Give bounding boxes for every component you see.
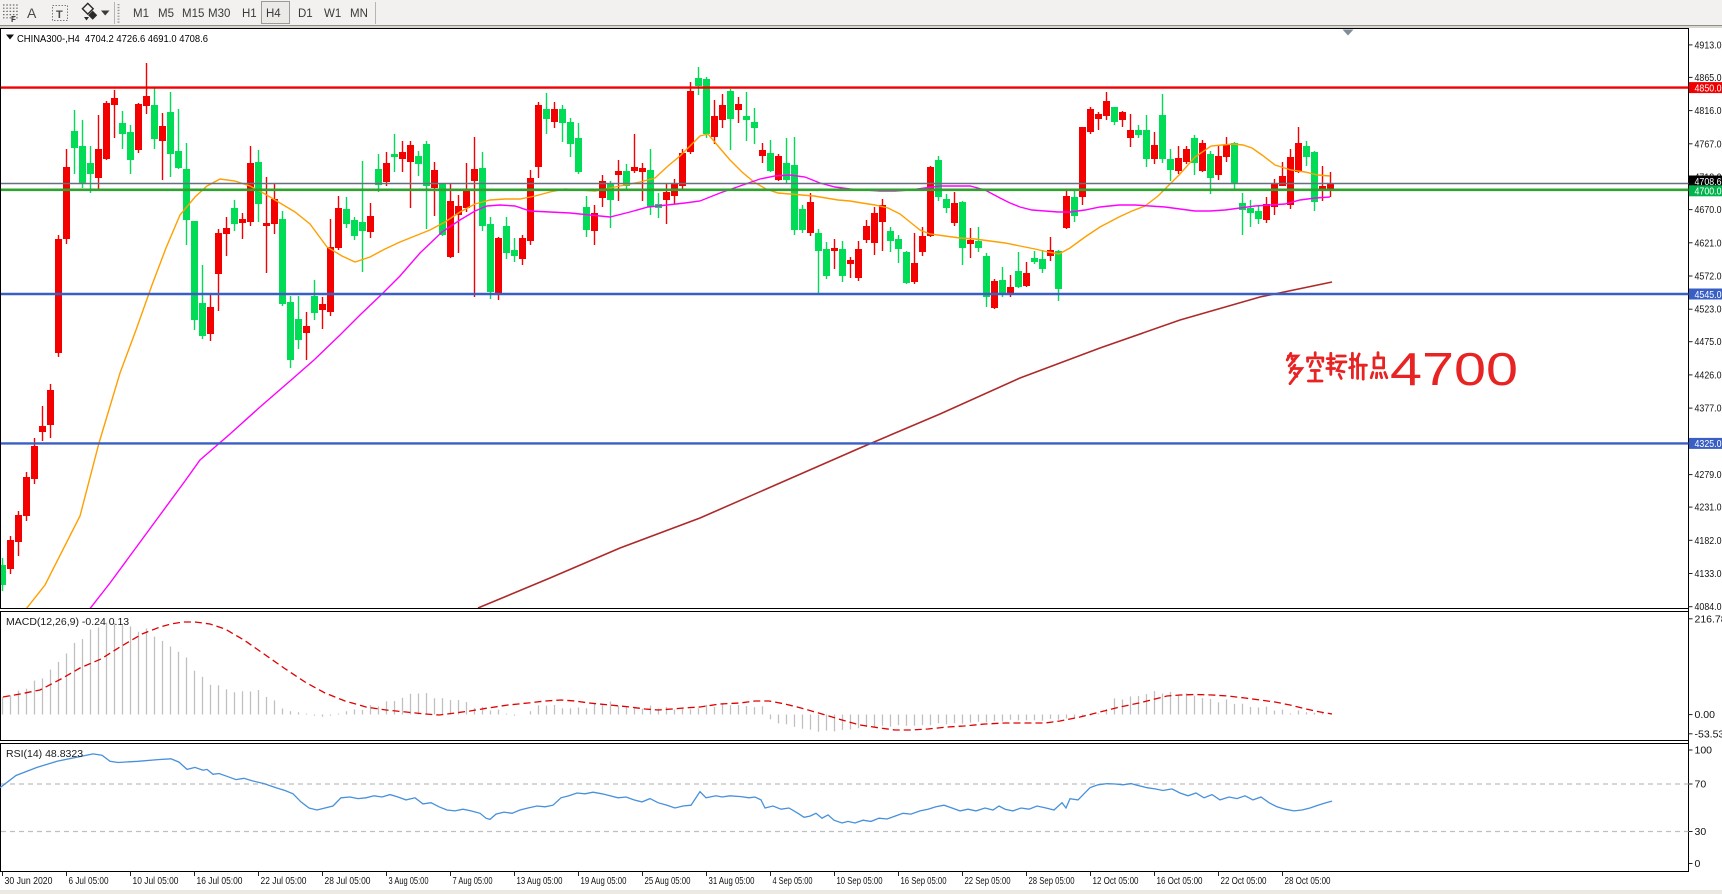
- svg-text:7 Aug 05:00: 7 Aug 05:00: [453, 875, 493, 887]
- svg-text:16 Sep 05:00: 16 Sep 05:00: [901, 875, 947, 887]
- svg-text:4913.0: 4913.0: [1695, 39, 1722, 51]
- svg-text:22 Oct 05:00: 22 Oct 05:00: [1221, 875, 1267, 887]
- svg-text:100: 100: [1695, 745, 1713, 757]
- svg-text:4279.0: 4279.0: [1695, 469, 1722, 481]
- svg-text:F: F: [11, 15, 16, 24]
- svg-text:216.78: 216.78: [1695, 613, 1722, 625]
- svg-text:16 Jul 05:00: 16 Jul 05:00: [197, 875, 243, 887]
- svg-text:12 Oct 05:00: 12 Oct 05:00: [1093, 875, 1139, 887]
- svg-text:25 Aug 05:00: 25 Aug 05:00: [645, 875, 691, 887]
- svg-text:0: 0: [1695, 858, 1701, 870]
- svg-text:30: 30: [1695, 826, 1707, 838]
- svg-text:D1: D1: [298, 8, 313, 20]
- svg-text:16 Oct 05:00: 16 Oct 05:00: [1157, 875, 1203, 887]
- svg-text:4865.0: 4865.0: [1695, 72, 1722, 84]
- svg-text:28 Jul 05:00: 28 Jul 05:00: [325, 875, 371, 887]
- svg-text:T: T: [56, 9, 63, 21]
- svg-text:22 Jul 05:00: 22 Jul 05:00: [261, 875, 307, 887]
- svg-text:H1: H1: [242, 8, 257, 20]
- svg-text:4133.0: 4133.0: [1695, 568, 1722, 580]
- svg-text:4816.0: 4816.0: [1695, 105, 1722, 117]
- svg-text:M30: M30: [208, 8, 230, 20]
- svg-text:31 Aug 05:00: 31 Aug 05:00: [709, 875, 755, 887]
- svg-text:28 Sep 05:00: 28 Sep 05:00: [1029, 875, 1075, 887]
- svg-text:4523.0: 4523.0: [1695, 304, 1722, 316]
- svg-text:M5: M5: [158, 8, 174, 20]
- svg-text:4767.0: 4767.0: [1695, 138, 1722, 150]
- svg-text:M15: M15: [182, 8, 204, 20]
- svg-text:13 Aug 05:00: 13 Aug 05:00: [517, 875, 563, 887]
- svg-text:MN: MN: [350, 8, 368, 20]
- svg-text:4084.0: 4084.0: [1695, 601, 1722, 613]
- svg-text:4621.0: 4621.0: [1695, 237, 1722, 249]
- svg-text:4 Sep 05:00: 4 Sep 05:00: [773, 875, 813, 887]
- svg-text:CHINA300-,H4 4704.2 4726.6 46: CHINA300-,H4 4704.2 4726.6 4691.0 4708.6: [17, 33, 208, 45]
- svg-text:-53.53: -53.53: [1695, 728, 1722, 740]
- svg-text:22 Sep 05:00: 22 Sep 05:00: [965, 875, 1011, 887]
- svg-text:4182.0: 4182.0: [1695, 535, 1722, 547]
- svg-text:30 Jun 2020: 30 Jun 2020: [5, 875, 53, 887]
- svg-text:4475.0: 4475.0: [1695, 336, 1722, 348]
- svg-text:4231.0: 4231.0: [1695, 502, 1722, 514]
- svg-text:70: 70: [1695, 779, 1707, 791]
- svg-text:10 Jul 05:00: 10 Jul 05:00: [133, 875, 179, 887]
- svg-text:RSI(14) 48.8323: RSI(14) 48.8323: [6, 748, 83, 760]
- svg-text:3 Aug 05:00: 3 Aug 05:00: [389, 875, 429, 887]
- svg-text:W1: W1: [324, 8, 341, 20]
- svg-text:A: A: [27, 5, 37, 21]
- svg-text:M1: M1: [133, 8, 149, 20]
- svg-text:4545.0: 4545.0: [1695, 289, 1722, 301]
- svg-text:0.00: 0.00: [1695, 709, 1716, 721]
- svg-text:4670.0: 4670.0: [1695, 204, 1722, 216]
- svg-text:6 Jul 05:00: 6 Jul 05:00: [69, 875, 109, 887]
- svg-text:4708.6: 4708.6: [1695, 176, 1722, 188]
- svg-text:MACD(12,26,9) -0.24 0.13: MACD(12,26,9) -0.24 0.13: [6, 616, 129, 628]
- svg-text:4700: 4700: [1390, 343, 1518, 395]
- svg-text:19 Aug 05:00: 19 Aug 05:00: [581, 875, 627, 887]
- svg-text:10 Sep 05:00: 10 Sep 05:00: [837, 875, 883, 887]
- svg-text:4325.0: 4325.0: [1695, 438, 1722, 450]
- svg-text:4850.0: 4850.0: [1695, 82, 1722, 94]
- svg-text:28 Oct 05:00: 28 Oct 05:00: [1285, 875, 1331, 887]
- svg-text:H4: H4: [266, 8, 281, 20]
- svg-text:4426.0: 4426.0: [1695, 369, 1722, 381]
- svg-text:4700.0: 4700.0: [1695, 186, 1722, 198]
- svg-text:4572.0: 4572.0: [1695, 271, 1722, 283]
- svg-text:4377.0: 4377.0: [1695, 403, 1722, 415]
